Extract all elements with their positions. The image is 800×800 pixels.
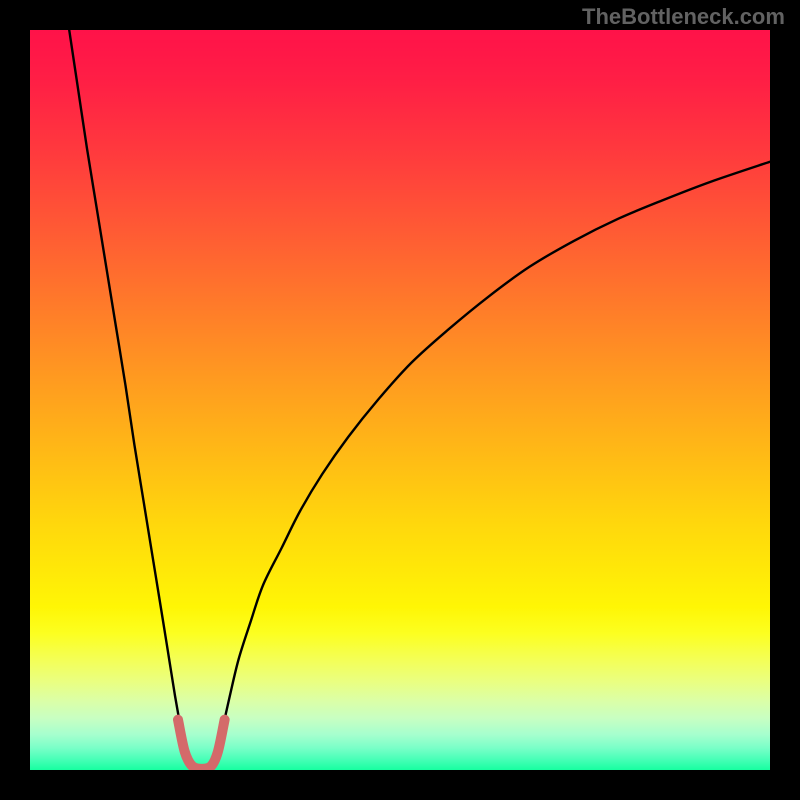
chart-svg bbox=[0, 0, 800, 800]
plot-background bbox=[30, 30, 770, 770]
attribution-label: TheBottleneck.com bbox=[582, 4, 785, 30]
